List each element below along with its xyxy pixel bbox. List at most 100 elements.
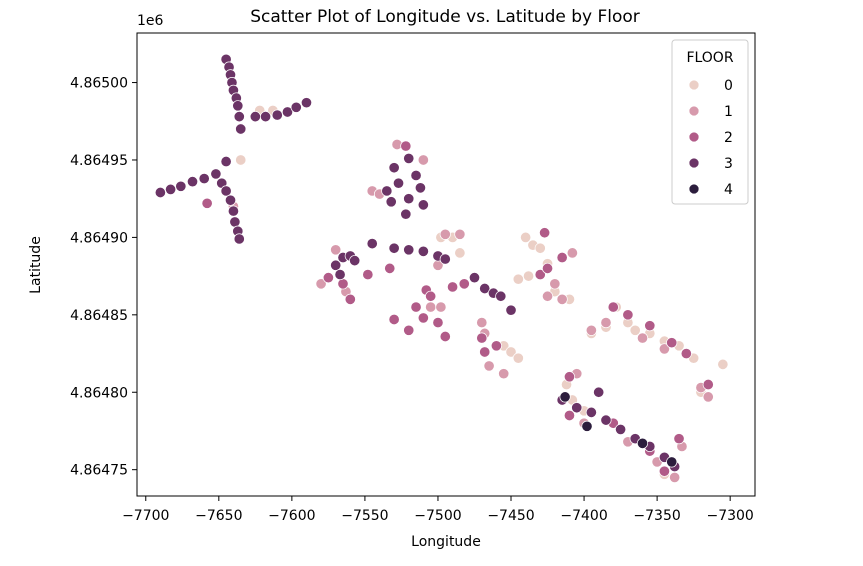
point [585,324,597,336]
point [505,346,517,358]
point [622,309,634,321]
point [559,391,571,403]
y-tick-label: 4.86475 [70,463,128,479]
point [556,251,568,264]
point [666,337,678,349]
point [400,208,412,220]
point [403,152,415,164]
point [417,245,429,257]
point [410,169,422,182]
legend-label: 2 [724,130,733,146]
point [585,406,597,418]
x-tick-label: −7700 [122,508,169,524]
point [483,360,495,372]
legend-title: FLOOR [686,50,733,66]
point [417,312,429,324]
point [458,278,470,290]
point [534,242,546,254]
point [388,313,400,326]
point [260,111,272,123]
point [154,186,166,199]
point [227,205,239,217]
point [636,437,649,449]
legend-label: 0 [724,78,733,94]
point [349,255,361,267]
point [388,162,400,174]
x-tick-label: −7500 [414,508,461,524]
point [607,301,619,313]
legend-marker [688,157,700,169]
point [344,293,356,305]
point [717,358,729,370]
legend-marker [688,105,700,117]
legend: FLOOR 0 1 2 3 4 [671,39,749,205]
point [534,269,546,281]
y-offset-text: 1e6 [137,13,164,29]
point [175,180,187,192]
point [454,247,466,259]
point [512,352,524,364]
point [563,409,576,422]
point [362,269,374,281]
point [549,278,561,290]
point [447,281,459,293]
point [435,301,447,313]
x-tick-label: −7650 [195,508,242,524]
point [235,123,247,135]
legend-marker [688,183,700,195]
point [425,301,437,313]
point [186,176,199,188]
point [566,247,578,259]
point [210,168,222,180]
point [198,173,210,185]
point [593,386,605,398]
point [330,259,342,271]
point [400,140,412,152]
point [330,244,342,256]
point [541,290,554,302]
point [366,238,378,250]
point [388,242,400,254]
x-tick-label: −7400 [560,508,607,524]
point [281,106,294,118]
x-tick-label: −7600 [268,508,315,524]
point [479,346,491,358]
point [556,293,568,305]
point [439,253,451,265]
point [417,199,429,211]
point [249,111,261,123]
point [322,272,334,284]
point [233,111,245,123]
point [454,228,466,240]
point [600,317,612,329]
point [702,378,714,391]
point [220,185,232,197]
point [201,197,213,209]
point [414,182,426,194]
point [600,414,612,426]
point [539,227,551,239]
point [522,270,535,282]
x-tick-label: −7350 [633,508,680,524]
point [541,262,554,274]
y-tick-label: 4.86480 [70,385,128,401]
point [229,216,241,228]
legend-label: 4 [724,182,733,198]
point [384,262,396,274]
point [563,371,576,383]
point [385,196,397,208]
point [220,155,232,168]
point [403,193,415,205]
point [439,228,451,240]
plot-frame [136,32,756,497]
point [629,324,641,336]
x-axis-label: Longitude [411,534,481,550]
y-tick-label: 4.86485 [70,308,128,324]
point [476,317,488,329]
x-tick-label: −7550 [341,508,388,524]
point [290,101,302,113]
point [669,471,681,483]
point [495,290,507,302]
point [498,368,510,380]
